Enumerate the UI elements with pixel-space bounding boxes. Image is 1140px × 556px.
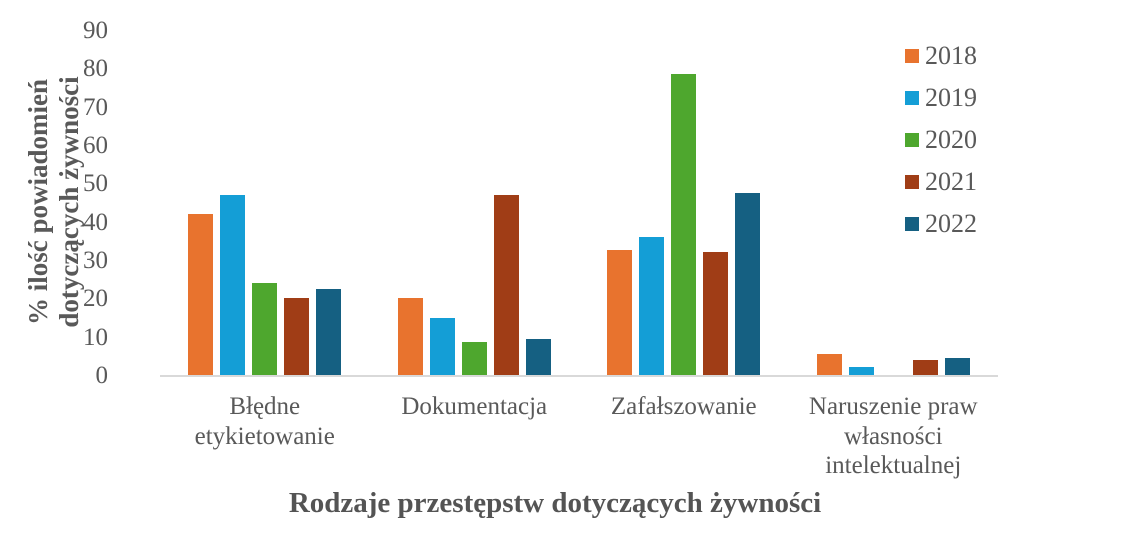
legend-swatch-icon [905,48,919,63]
bar-2018 [188,214,214,375]
y-tick-label: 70 [83,93,108,121]
bar-2018 [816,353,842,375]
y-tick-label: 20 [83,285,108,313]
bar-2020 [671,74,697,375]
legend-label: 2021 [925,167,977,196]
x-axis-title: Rodzaje przestępstw dotyczących żywności [288,487,822,519]
legend-label: 2018 [925,41,977,70]
bar-2020 [252,283,278,375]
y-tick-label: 80 [83,55,108,83]
bar-2018 [607,250,633,375]
legend-label: 2022 [925,209,977,238]
legend-swatch-icon [905,216,919,231]
legend-label: 2019 [925,83,977,112]
bar-2021 [912,359,938,375]
plot-area [160,30,998,377]
y-tick-label: 30 [83,247,108,274]
legend: 2018 2019 2020 2021 2022 [905,42,977,252]
bar-2019 [848,367,874,375]
bar-2019 [220,194,246,375]
bar-2021 [284,298,310,375]
bar-2021 [493,194,519,375]
legend-label: 2020 [925,125,977,154]
x-category-label: Naruszenie praw własności intelektualnej [808,393,978,479]
bar-2022 [735,192,761,375]
legend-item-2019: 2019 [905,84,977,111]
y-tick-label: 50 [83,170,108,198]
x-axis-line [160,375,998,377]
legend-swatch-icon [905,132,919,147]
x-category-label: Błędne etykietowanie [194,393,335,450]
legend-item-2022: 2022 [905,210,977,237]
legend-swatch-icon [905,174,919,189]
bar-2020 [461,342,487,375]
x-category-label: Dokumentacja [401,393,548,420]
bar-2021 [703,252,729,375]
y-tick-label: 0 [95,362,109,389]
y-tick-label: 60 [83,132,108,159]
bar-2022 [525,338,551,375]
legend-item-2018: 2018 [905,42,977,69]
bar-2022 [944,357,970,375]
y-tick-label: 90 [83,17,108,44]
legend-swatch-icon [905,90,919,105]
bar-2018 [397,298,423,375]
legend-item-2021: 2021 [905,168,977,195]
bar-2019 [639,237,665,375]
y-tick-label: 10 [83,323,108,351]
bar-2022 [316,288,342,375]
y-tick-label: 40 [83,208,108,236]
legend-item-2020: 2020 [905,126,977,153]
bar-2019 [429,317,455,375]
x-category-label: Zafałszowanie [610,393,757,420]
